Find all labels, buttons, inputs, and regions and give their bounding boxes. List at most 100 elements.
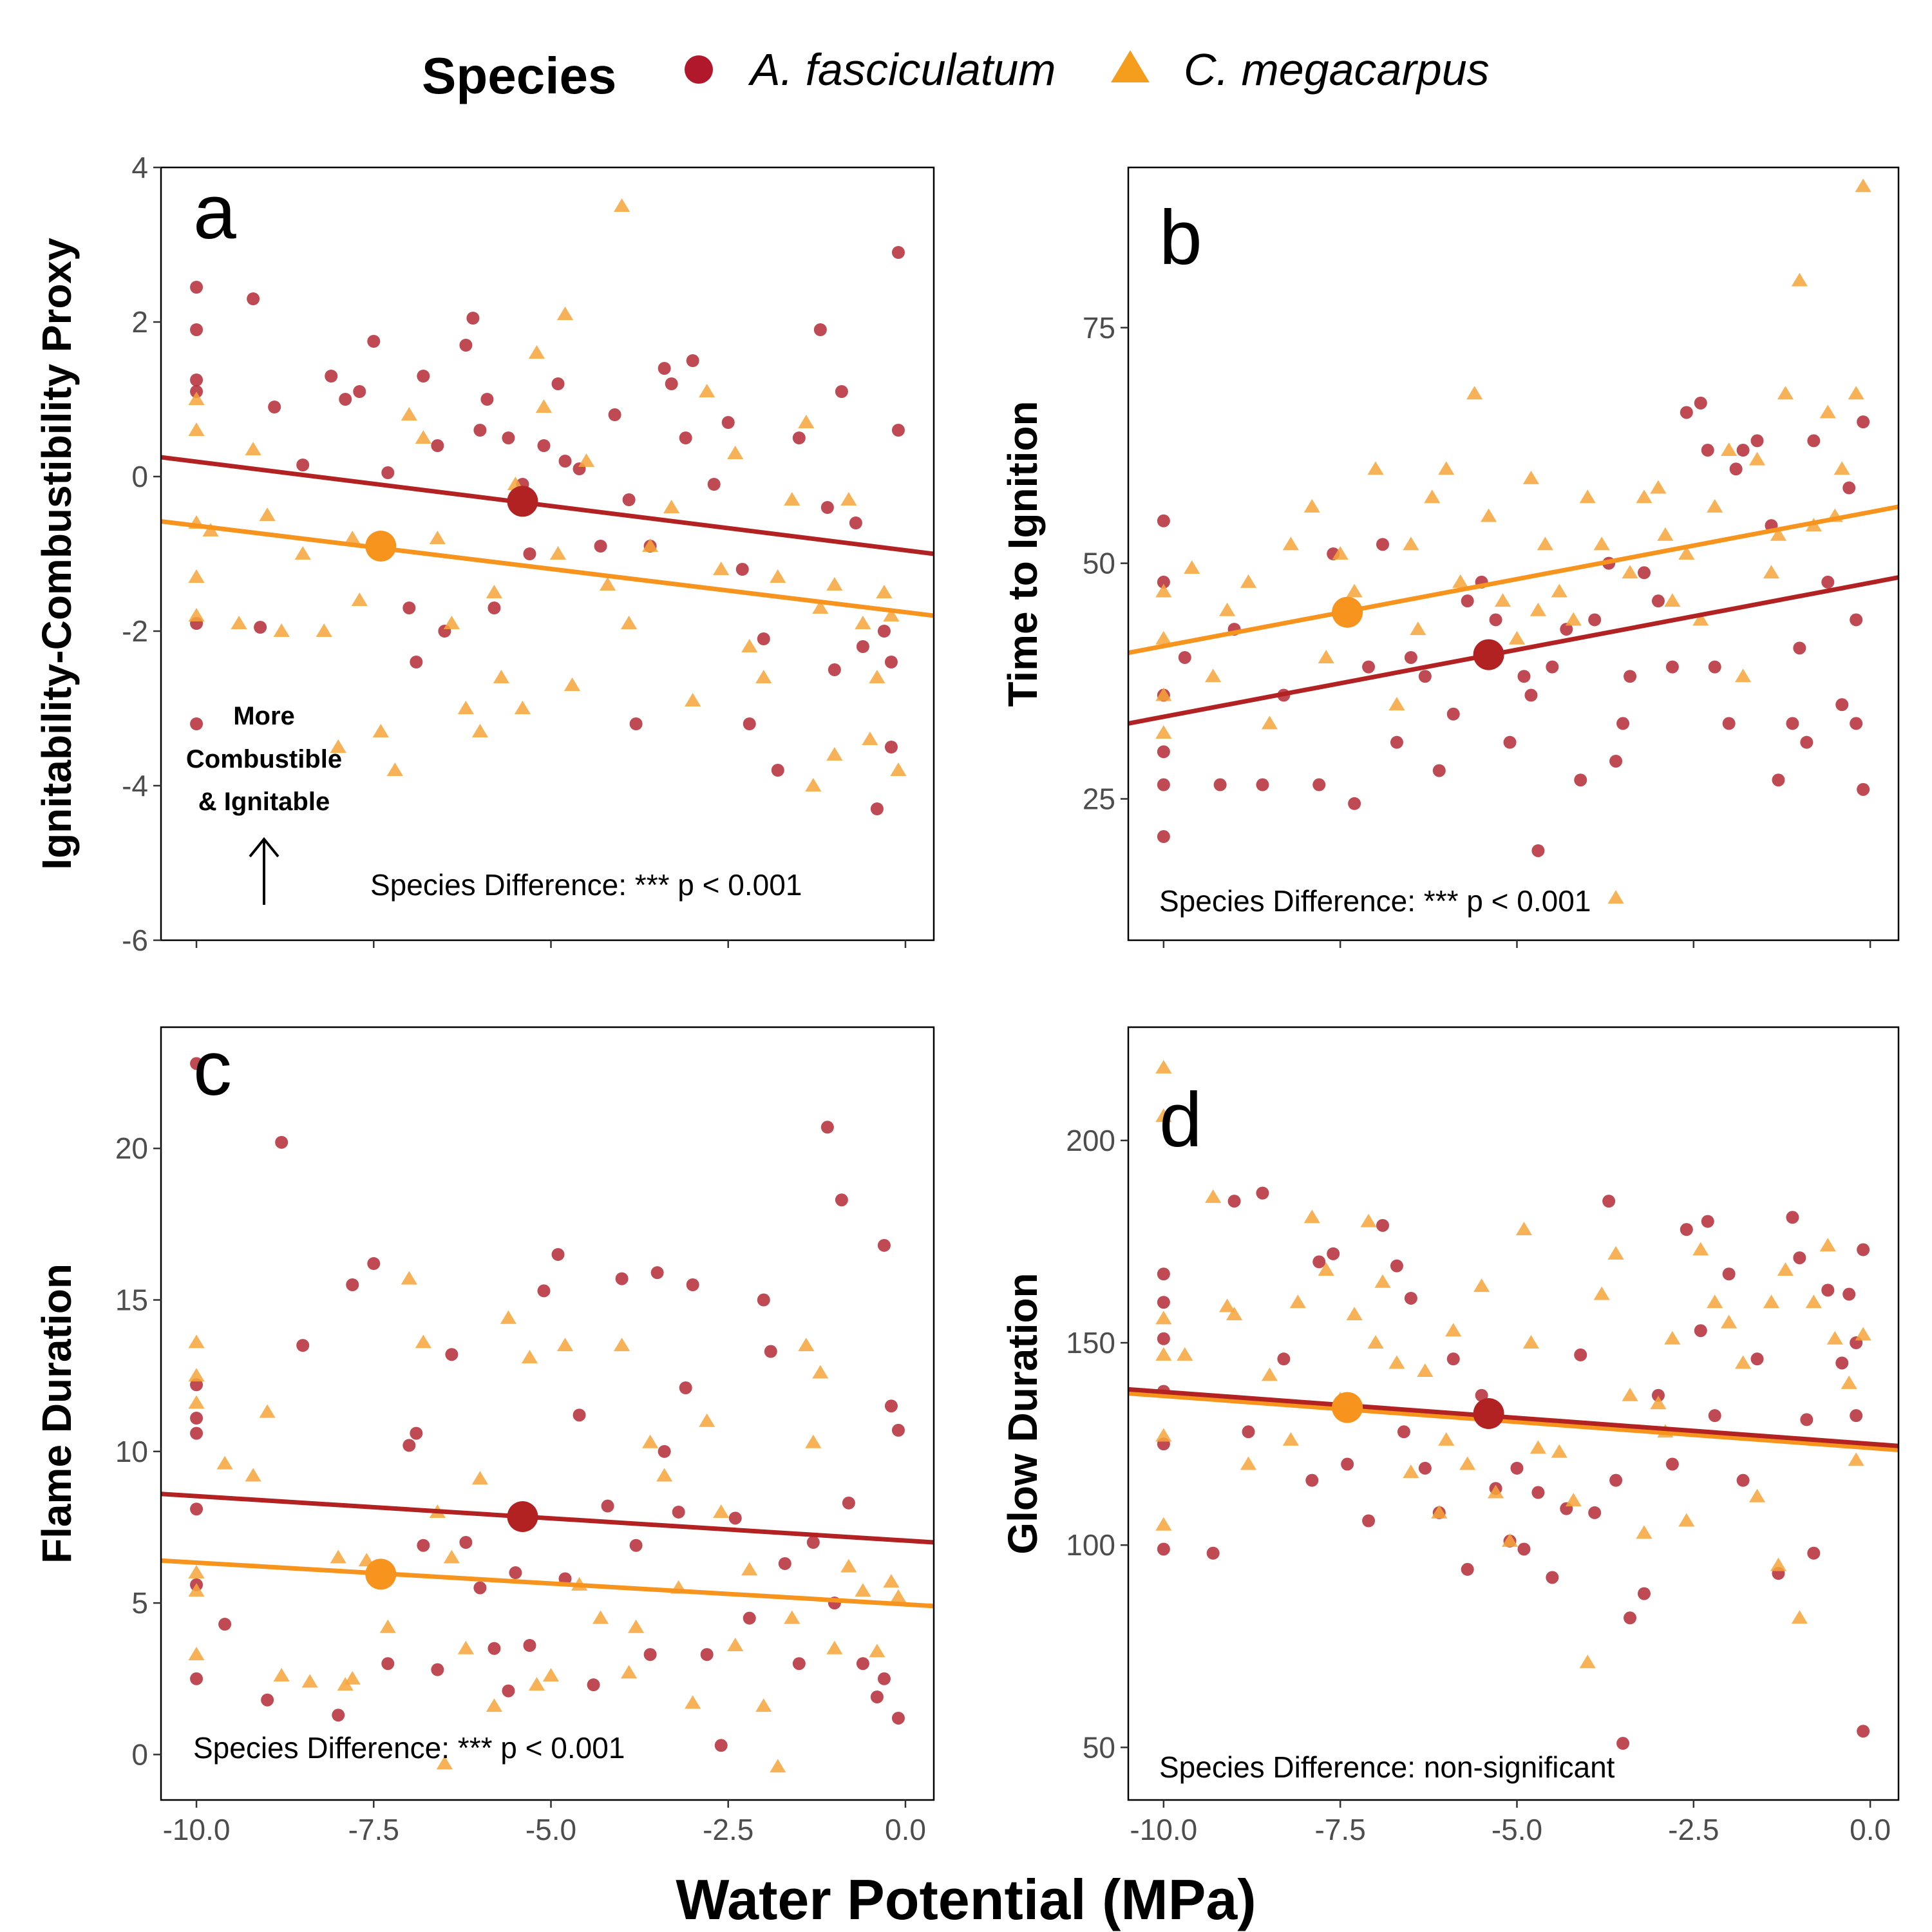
data-point-c-megacarpus [188, 422, 205, 436]
x-tick-label: -2.5 [703, 1813, 753, 1846]
data-point-c-megacarpus [1431, 1504, 1448, 1519]
data-point-c-megacarpus [1367, 1335, 1384, 1349]
data-point-c-megacarpus [1622, 1387, 1638, 1401]
plot-marks [1128, 178, 1899, 904]
panel-letter: c [193, 1025, 232, 1112]
y-tick-label: 10 [115, 1435, 148, 1468]
fit-line-c-megacarpus [161, 519, 934, 618]
plot-area [1128, 167, 1899, 940]
data-point-c-megacarpus [578, 453, 595, 467]
data-point-a-fasciculatum [1835, 698, 1849, 712]
annotation-text: & Ignitable [198, 788, 330, 816]
data-point-c-megacarpus [1403, 536, 1419, 551]
data-point-c-megacarpus [1388, 1355, 1405, 1369]
data-point-a-fasciculatum [1531, 844, 1545, 857]
data-point-c-megacarpus [713, 1504, 730, 1518]
data-point-c-megacarpus [1155, 630, 1172, 645]
data-point-c-megacarpus [826, 747, 843, 761]
data-point-c-megacarpus [188, 1395, 205, 1409]
y-tick-label: 75 [1083, 311, 1115, 345]
data-point-a-fasciculatum [1503, 735, 1517, 749]
data-point-a-fasciculatum [367, 1257, 381, 1271]
data-point-c-megacarpus [1155, 583, 1172, 598]
data-point-c-megacarpus [372, 724, 389, 737]
mean-marker-c-megacarpus [365, 531, 397, 562]
data-point-a-fasciculatum [190, 281, 204, 294]
data-point-a-fasciculatum [190, 374, 204, 386]
data-point-a-fasciculatum [1736, 444, 1750, 457]
x-tick-label: -5.0 [526, 1813, 576, 1846]
data-point-a-fasciculatum [1213, 778, 1227, 791]
data-point-c-megacarpus [663, 500, 680, 513]
data-point-a-fasciculatum [1227, 1195, 1241, 1208]
data-point-a-fasciculatum [417, 370, 430, 383]
data-point-c-megacarpus [1721, 442, 1738, 457]
data-point-c-megacarpus [330, 739, 346, 753]
data-point-c-megacarpus [401, 407, 417, 421]
data-point-a-fasciculatum [551, 377, 565, 390]
data-point-c-megacarpus [613, 1338, 630, 1352]
data-point-a-fasciculatum [743, 1611, 756, 1625]
data-point-a-fasciculatum [1489, 613, 1502, 627]
data-point-c-megacarpus [486, 1698, 503, 1712]
data-point-a-fasciculatum [1850, 1409, 1863, 1423]
data-point-c-megacarpus [1226, 1307, 1243, 1321]
fit-line-a-fasciculatum [161, 455, 934, 556]
data-point-c-megacarpus [1770, 1557, 1787, 1571]
data-point-a-fasciculatum [509, 1566, 522, 1580]
data-point-a-fasciculatum [870, 802, 884, 815]
data-point-c-megacarpus [1522, 1335, 1540, 1349]
legend-label-a: A. fasciculatum [748, 44, 1056, 95]
plot-area [161, 167, 934, 940]
data-point-c-megacarpus [316, 623, 332, 637]
data-point-a-fasciculatum [1807, 1546, 1821, 1560]
data-point-a-fasciculatum [523, 1639, 536, 1652]
data-point-c-megacarpus [1748, 1488, 1766, 1502]
data-point-c-megacarpus [1480, 508, 1497, 522]
data-point-c-megacarpus [528, 345, 545, 359]
panel-border [160, 1026, 935, 1801]
data-point-c-megacarpus [273, 623, 290, 637]
data-point-c-megacarpus [471, 724, 489, 737]
data-point-c-megacarpus [876, 585, 893, 598]
data-point-c-megacarpus [1657, 527, 1674, 541]
data-point-c-megacarpus [685, 693, 701, 706]
data-point-a-fasciculatum [714, 1739, 728, 1752]
data-point-a-fasciculatum [1750, 434, 1764, 448]
data-point-c-megacarpus [1636, 489, 1653, 504]
data-point-c-megacarpus [1282, 1432, 1299, 1446]
data-point-c-megacarpus [1664, 1331, 1681, 1345]
x-tick-label: 0.0 [885, 1813, 926, 1846]
data-point-a-fasciculatum [523, 547, 536, 560]
data-point-c-megacarpus [273, 1668, 290, 1682]
data-point-c-megacarpus [812, 1365, 829, 1379]
data-point-c-megacarpus [188, 1647, 205, 1661]
data-point-c-megacarpus [1848, 386, 1864, 400]
data-point-c-megacarpus [443, 1549, 460, 1564]
data-point-a-fasciculatum [1793, 641, 1806, 655]
y-tick-label: -4 [122, 769, 148, 802]
data-point-a-fasciculatum [587, 1678, 600, 1692]
data-point-c-megacarpus [1388, 697, 1405, 711]
data-point-a-fasciculatum [1857, 1243, 1870, 1256]
data-point-c-megacarpus [564, 677, 581, 691]
data-point-a-fasciculatum [502, 431, 515, 444]
data-point-a-fasciculatum [1256, 1186, 1269, 1200]
data-point-a-fasciculatum [1157, 745, 1170, 759]
data-point-c-megacarpus [535, 399, 553, 413]
data-point-c-megacarpus [1289, 1294, 1306, 1309]
fit-line-a-fasciculatum [1128, 575, 1899, 726]
data-point-a-fasciculatum [891, 1711, 905, 1725]
data-point-a-fasciculatum [1461, 594, 1474, 608]
data-point-a-fasciculatum [1327, 1247, 1340, 1260]
fit-line-c-megacarpus [161, 1558, 934, 1609]
y-tick-label: -2 [122, 614, 148, 648]
data-point-c-megacarpus [1205, 1189, 1222, 1203]
data-point-a-fasciculatum [1588, 1506, 1602, 1519]
data-point-a-fasciculatum [296, 1339, 310, 1352]
data-point-c-megacarpus [1593, 536, 1610, 551]
data-point-c-megacarpus [1855, 178, 1871, 193]
y-tick-label: 50 [1083, 547, 1115, 580]
data-point-c-megacarpus [471, 1471, 489, 1485]
data-point-a-fasciculatum [615, 1272, 629, 1285]
